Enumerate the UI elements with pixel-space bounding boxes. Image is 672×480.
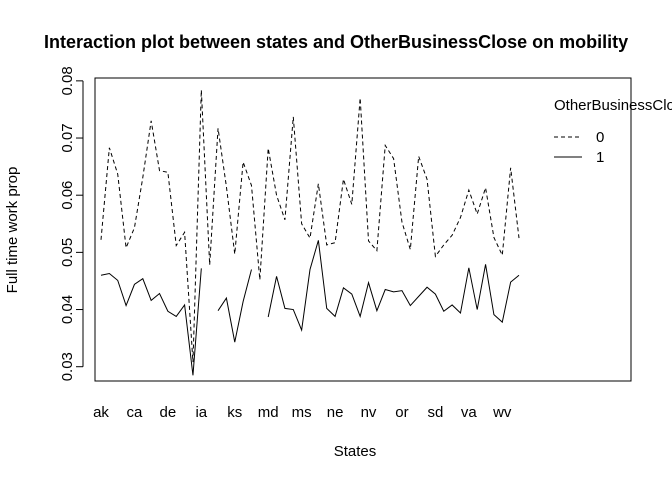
legend: OtherBusinessClose 0 1: [554, 97, 672, 166]
y-tick-label: 0.03: [59, 352, 76, 381]
x-axis-label: States: [334, 443, 377, 460]
legend-title: OtherBusinessClose: [554, 97, 672, 114]
plot-frame: [94, 77, 632, 382]
chart-title: Interaction plot between states and Othe…: [44, 32, 628, 52]
x-tick-label: md: [258, 404, 279, 421]
x-tick-label: va: [461, 404, 478, 421]
x-tick-label: ak: [93, 404, 109, 421]
series-line-1: [100, 240, 520, 376]
series-lines: [100, 89, 520, 376]
y-axis-label: Full time work prop: [4, 167, 21, 294]
y-tick-label: 0.06: [59, 181, 76, 210]
x-tick-label: ms: [292, 404, 312, 421]
x-tick-label: nv: [361, 404, 377, 421]
x-tick-label: wv: [492, 404, 512, 421]
x-tick-label: ca: [127, 404, 144, 421]
legend-entry-0: 0: [596, 129, 604, 146]
x-tick-label: de: [160, 404, 177, 421]
y-tick-label: 0.05: [59, 238, 76, 267]
y-axis: 0.03 0.04 0.05 0.06 0.07 0.08: [59, 66, 84, 381]
x-tick-label: ia: [195, 404, 207, 421]
x-tick-label: or: [395, 404, 408, 421]
series-line-0: [100, 89, 520, 363]
x-tick-label: ks: [227, 404, 242, 421]
x-axis: ak ca de ia ks md ms ne nv or sd va wv: [93, 404, 512, 421]
y-tick-label: 0.07: [59, 123, 76, 152]
y-tick-label: 0.04: [59, 295, 76, 324]
x-tick-label: sd: [427, 404, 443, 421]
legend-entry-1: 1: [596, 149, 604, 166]
x-tick-label: ne: [327, 404, 344, 421]
y-tick-label: 0.08: [59, 66, 76, 95]
